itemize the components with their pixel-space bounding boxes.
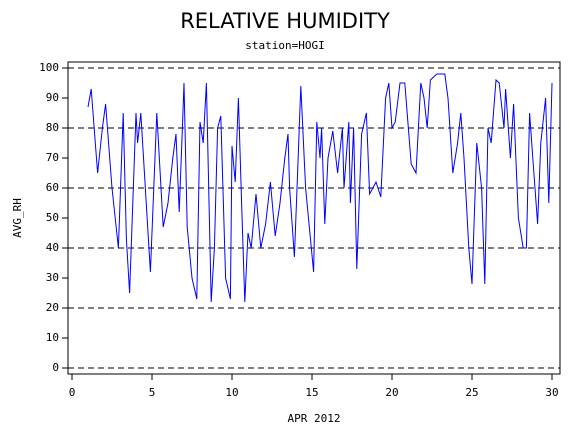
x-tick-label: 0 (69, 386, 76, 399)
y-tick-label: 100 (39, 61, 59, 74)
y-tick-label: 30 (46, 271, 59, 284)
x-tick-label: 10 (225, 386, 238, 399)
x-tick-label: 15 (305, 386, 318, 399)
x-tick-label: 25 (465, 386, 478, 399)
y-tick-label: 0 (52, 361, 59, 374)
y-tick-label: 70 (46, 151, 59, 164)
x-tick-label: 30 (545, 386, 558, 399)
y-tick-label: 40 (46, 241, 59, 254)
data-line (87, 73, 553, 303)
y-tick-label: 50 (46, 211, 59, 224)
y-tick-label: 90 (46, 91, 59, 104)
y-tick-label: 10 (46, 331, 59, 344)
y-tick-label: 20 (46, 301, 59, 314)
y-tick-label: 60 (46, 181, 59, 194)
y-axis-label: AVG_RH (11, 198, 24, 238)
y-tick-label: 80 (46, 121, 59, 134)
x-tick-label: 20 (385, 386, 398, 399)
chart-title: RELATIVE HUMIDITY (180, 9, 390, 33)
x-tick-label: 5 (149, 386, 156, 399)
x-axis-label: APR 2012 (288, 412, 341, 425)
chart-subtitle: station=HOGI (245, 39, 324, 52)
